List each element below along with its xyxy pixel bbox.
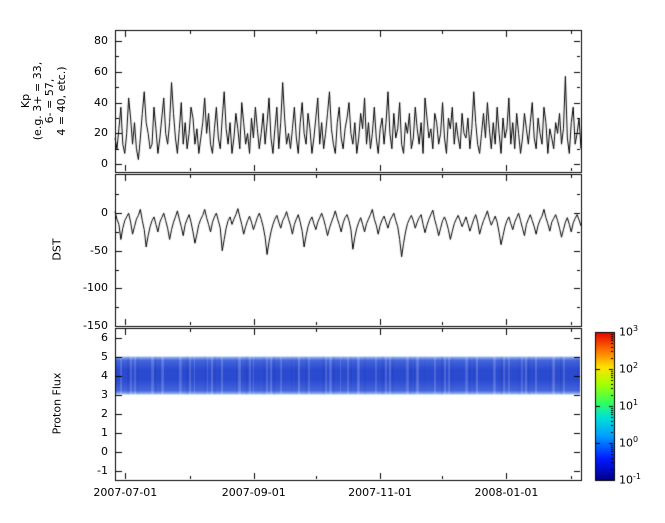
y-tick-label: 80 xyxy=(94,33,108,47)
y-tick-label: -50 xyxy=(90,243,108,257)
y-tick-label: 1 xyxy=(101,425,108,439)
y-tick-label: -150 xyxy=(83,319,108,332)
colorbar-tick-label: 102 xyxy=(619,361,639,376)
y-tick-label: 6 xyxy=(101,330,108,344)
y-tick-label: 2 xyxy=(101,406,108,420)
colorbar-tick-label: 10-1 xyxy=(619,472,641,487)
y-tick-label: 3 xyxy=(101,387,108,401)
x-tick-label: 2007-07-01 xyxy=(93,486,158,499)
y-tick-label: 0 xyxy=(101,157,108,171)
x-tick-label: 2008-01-01 xyxy=(474,486,539,499)
y-tick-label: 60 xyxy=(94,64,108,78)
y-tick-label: 20 xyxy=(94,126,108,140)
colorbar-tick-label: 101 xyxy=(619,398,639,413)
y-tick-label: 0 xyxy=(101,444,108,458)
y-tick-label: 0 xyxy=(101,206,108,220)
y-tick-label: 5 xyxy=(101,349,108,363)
colorbar-tick-label: 100 xyxy=(619,435,639,450)
colorbar-tick-label: 103 xyxy=(619,324,639,339)
y-tick-label: 40 xyxy=(94,95,108,109)
x-tick-label: 2007-09-01 xyxy=(221,486,286,499)
y-tick-label: 4 xyxy=(101,368,108,382)
x-tick-label: 2007-11-01 xyxy=(348,486,413,499)
y-tick-label: -1 xyxy=(97,463,108,477)
y-tick-label: -100 xyxy=(83,281,108,295)
